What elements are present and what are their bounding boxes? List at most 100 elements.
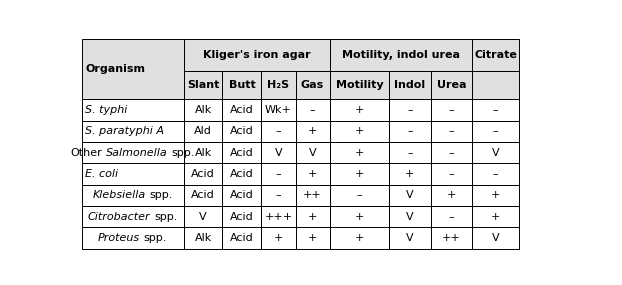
Text: Acid: Acid — [191, 190, 215, 200]
Text: Ald: Ald — [194, 127, 212, 137]
Text: Acid: Acid — [230, 212, 254, 222]
Bar — [261, 227, 295, 249]
Text: +: + — [308, 169, 317, 179]
Bar — [261, 121, 295, 142]
Bar — [81, 163, 183, 185]
Bar — [330, 99, 389, 121]
Text: ++: ++ — [304, 190, 322, 200]
Bar — [261, 206, 295, 227]
Bar — [81, 227, 183, 249]
Text: V: V — [309, 148, 317, 158]
Bar — [295, 121, 330, 142]
Bar — [81, 39, 183, 99]
Bar — [81, 99, 183, 121]
Text: –: – — [276, 190, 281, 200]
Text: +: + — [355, 148, 364, 158]
Bar — [295, 185, 330, 206]
Text: –: – — [310, 105, 315, 115]
Text: Citrate: Citrate — [474, 50, 517, 60]
Bar — [183, 142, 223, 163]
Text: –: – — [493, 105, 498, 115]
Bar — [81, 206, 183, 227]
Text: E. coli: E. coli — [85, 169, 119, 179]
Text: spp.: spp. — [154, 212, 177, 222]
Text: –: – — [407, 105, 412, 115]
Text: +: + — [274, 233, 283, 243]
Bar — [389, 142, 430, 163]
Text: V: V — [492, 233, 499, 243]
Text: –: – — [449, 212, 455, 222]
Text: Butt: Butt — [228, 80, 255, 90]
Text: +: + — [355, 127, 364, 137]
Bar — [261, 142, 295, 163]
Text: +++: +++ — [264, 212, 292, 222]
Text: Acid: Acid — [230, 127, 254, 137]
Bar — [389, 121, 430, 142]
Bar — [430, 121, 473, 142]
Bar — [295, 99, 330, 121]
Text: spp.: spp. — [171, 148, 195, 158]
Text: +: + — [405, 169, 414, 179]
Bar — [183, 99, 223, 121]
Bar — [261, 185, 295, 206]
Bar — [223, 185, 261, 206]
Text: –: – — [356, 190, 362, 200]
Bar — [330, 227, 389, 249]
Bar — [183, 121, 223, 142]
Text: Motility, indol urea: Motility, indol urea — [342, 50, 460, 60]
Text: V: V — [406, 190, 414, 200]
Text: Kliger's iron agar: Kliger's iron agar — [203, 50, 310, 60]
Bar — [473, 99, 519, 121]
Bar — [223, 99, 261, 121]
Text: –: – — [449, 169, 455, 179]
Text: Acid: Acid — [230, 190, 254, 200]
Bar — [389, 185, 430, 206]
Bar — [223, 71, 261, 99]
Bar — [183, 206, 223, 227]
Text: Alk: Alk — [195, 148, 211, 158]
Text: Salmonella: Salmonella — [106, 148, 168, 158]
Bar — [430, 99, 473, 121]
Bar — [330, 163, 389, 185]
Text: Klebsiella: Klebsiella — [93, 190, 146, 200]
Bar — [183, 163, 223, 185]
Text: +: + — [308, 233, 317, 243]
Bar — [330, 185, 389, 206]
Text: Acid: Acid — [230, 105, 254, 115]
Bar — [261, 163, 295, 185]
Bar — [183, 71, 223, 99]
Bar — [330, 121, 389, 142]
Text: +: + — [491, 190, 500, 200]
Text: ++: ++ — [442, 233, 461, 243]
Bar — [183, 185, 223, 206]
Text: –: – — [276, 127, 281, 137]
Bar — [389, 99, 430, 121]
Text: V: V — [406, 212, 414, 222]
Text: V: V — [492, 148, 499, 158]
Text: –: – — [493, 127, 498, 137]
Text: –: – — [407, 148, 412, 158]
Text: Organism: Organism — [85, 64, 146, 74]
Text: –: – — [276, 169, 281, 179]
Bar — [473, 227, 519, 249]
Text: Citrobacter: Citrobacter — [88, 212, 151, 222]
Text: Acid: Acid — [230, 233, 254, 243]
Text: Indol: Indol — [394, 80, 425, 90]
Text: +: + — [308, 127, 317, 137]
Bar — [430, 185, 473, 206]
Text: –: – — [449, 148, 455, 158]
Text: Acid: Acid — [230, 169, 254, 179]
Text: Slant: Slant — [187, 80, 219, 90]
Text: Alk: Alk — [195, 233, 211, 243]
Bar — [183, 227, 223, 249]
Bar — [473, 121, 519, 142]
Text: V: V — [199, 212, 207, 222]
Bar — [330, 39, 473, 71]
Bar — [430, 71, 473, 99]
Text: V: V — [406, 233, 414, 243]
Bar — [261, 99, 295, 121]
Text: spp.: spp. — [144, 233, 167, 243]
Bar — [430, 163, 473, 185]
Text: +: + — [355, 105, 364, 115]
Bar — [473, 163, 519, 185]
